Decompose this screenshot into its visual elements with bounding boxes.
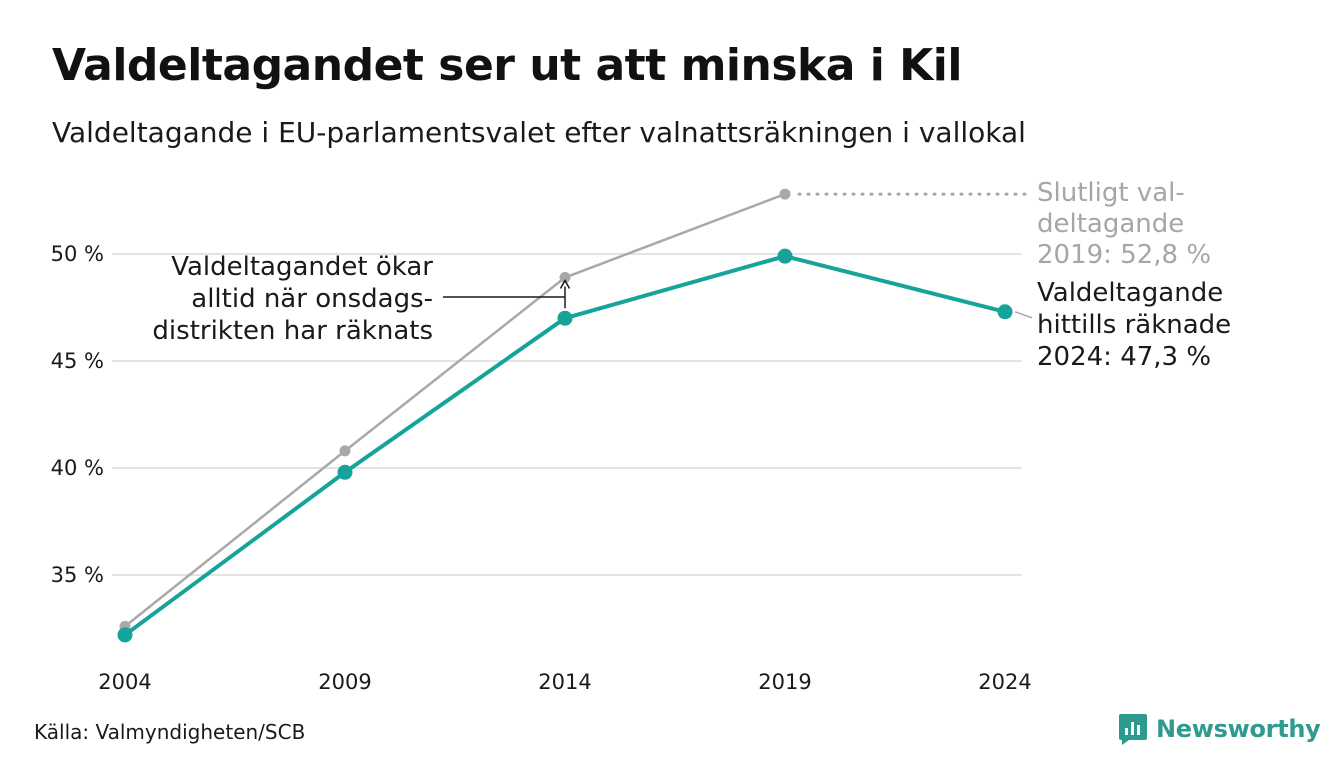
wednesday-annotation: alltid när onsdags- xyxy=(191,284,433,314)
counted-turnout-label: 2024: 47,3 % xyxy=(1037,342,1211,372)
counted-turnout-point xyxy=(337,464,353,480)
y-tick-label: 50 % xyxy=(51,242,104,266)
y-tick-label: 45 % xyxy=(51,349,104,373)
counted-label-leader xyxy=(1014,311,1033,319)
x-axis-ticks: 2004 2009 2014 2019 2024 xyxy=(98,670,1031,694)
counted-turnout-point xyxy=(117,627,133,643)
final-turnout-label: deltagande xyxy=(1037,209,1184,239)
counted-turnout-label: Valdeltagande xyxy=(1037,278,1223,308)
y-tick-label: 35 % xyxy=(51,563,104,587)
brand-logo: Newsworthy xyxy=(1118,712,1321,746)
final-turnout-label: 2019: 52,8 % xyxy=(1037,240,1211,270)
x-tick-label: 2024 xyxy=(978,670,1031,694)
final-turnout-point xyxy=(339,445,351,457)
chart-title: Valdeltagandet ser ut att minska i Kil xyxy=(52,40,962,91)
x-tick-label: 2009 xyxy=(318,670,371,694)
x-tick-label: 2004 xyxy=(98,670,151,694)
final-turnout-label: Slutligt val- xyxy=(1037,178,1185,208)
final-turnout-point xyxy=(559,272,571,284)
source-note: Källa: Valmyndigheten/SCB xyxy=(34,720,306,744)
newsworthy-logo-icon xyxy=(1119,714,1147,745)
counted-turnout-label: hittills räknade xyxy=(1037,310,1231,340)
y-axis-ticks: 35 % 40 % 45 % 50 % xyxy=(51,242,104,587)
wednesday-annotation: Valdeltagandet ökar xyxy=(171,252,433,282)
x-tick-label: 2019 xyxy=(758,670,811,694)
final-turnout-point xyxy=(779,188,791,200)
wednesday-annotation: distrikten har räknats xyxy=(152,316,433,346)
brand-name: Newsworthy xyxy=(1156,715,1321,743)
x-tick-label: 2014 xyxy=(538,670,591,694)
series-points xyxy=(117,188,1013,643)
counted-turnout-point xyxy=(997,304,1013,320)
final-turnout-line xyxy=(123,192,787,628)
counted-turnout-point xyxy=(557,310,573,326)
annotation-arrow-icon xyxy=(559,279,571,289)
chart-subtitle: Valdeltagande i EU-parlamentsvalet efter… xyxy=(52,116,1026,149)
grid-lines xyxy=(112,253,1022,576)
counted-turnout-point xyxy=(777,248,793,264)
y-tick-label: 40 % xyxy=(51,456,104,480)
